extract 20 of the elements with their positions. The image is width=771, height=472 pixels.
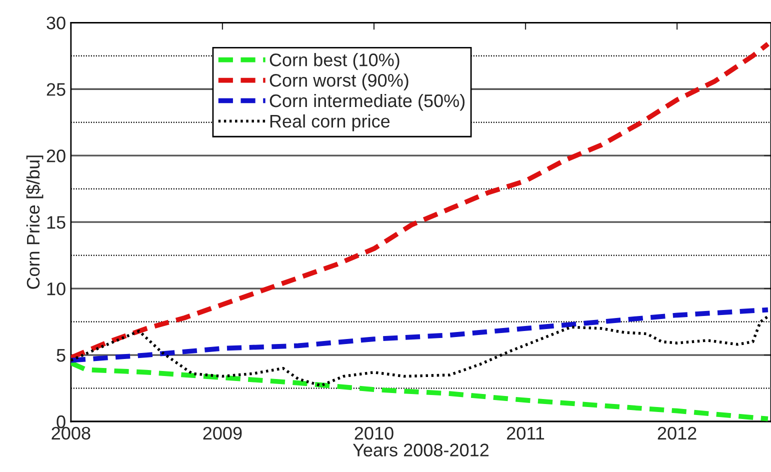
line-series (70, 41, 770, 360)
legend-label: Corn best (10%) (270, 53, 400, 70)
x-tick-label: 2011 (507, 426, 544, 440)
y-tick-label: 25 (46, 83, 66, 96)
y-tick-label: 10 (47, 282, 66, 296)
x-axis-title: Years 2008-2012 (352, 444, 489, 456)
y-axis-title: Corn Price [$/bu] (26, 156, 44, 289)
y-tick-label: 0 (56, 415, 66, 428)
y-tick-label: 15 (47, 216, 66, 229)
x-tick-label: 2008 (52, 426, 90, 440)
x-tick-label: 2010 (354, 426, 394, 440)
legend-label: Corn intermediate (50%) (270, 94, 465, 111)
x-tick-label: 2012 (658, 426, 696, 440)
x-tick-label: 2009 (203, 426, 242, 440)
line-series (70, 307, 770, 363)
legend-label: Real corn price (270, 114, 390, 132)
y-tick-label: 20 (46, 150, 66, 162)
y-tick-label: 30 (46, 16, 66, 30)
legend-label: Corn worst (90%) (270, 73, 408, 90)
y-tick-label: 5 (56, 349, 66, 362)
